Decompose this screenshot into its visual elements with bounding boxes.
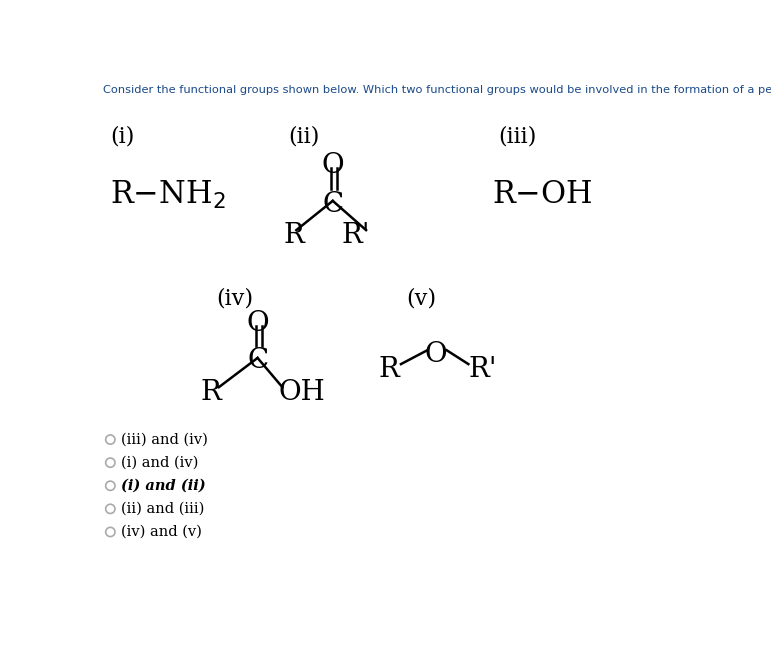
Text: O: O [246, 310, 269, 337]
Text: R': R' [468, 356, 497, 383]
Text: O: O [322, 152, 344, 180]
Text: R: R [200, 379, 221, 407]
Text: (ii): (ii) [288, 125, 320, 147]
Text: (iii): (iii) [498, 125, 536, 147]
Text: R': R' [342, 222, 370, 249]
Text: R: R [379, 356, 399, 383]
Text: (i) and (ii): (i) and (ii) [121, 478, 206, 493]
Text: R: R [284, 222, 305, 249]
Text: (v): (v) [406, 287, 436, 309]
Text: (ii) and (iii): (ii) and (iii) [121, 502, 204, 516]
Text: R$-$NH$_2$: R$-$NH$_2$ [110, 180, 226, 211]
Text: OH: OH [278, 379, 325, 407]
Text: (iv): (iv) [217, 287, 254, 309]
Text: C: C [322, 191, 343, 218]
Text: (iv) and (v): (iv) and (v) [121, 525, 202, 539]
Text: (i) and (iv): (i) and (iv) [121, 455, 199, 470]
Text: (i): (i) [110, 125, 135, 147]
Text: C: C [247, 347, 268, 374]
Text: (iii) and (iv): (iii) and (iv) [121, 432, 208, 447]
Text: O: O [425, 341, 447, 368]
Text: R$-$OH: R$-$OH [492, 180, 592, 211]
Text: Consider the functional groups shown below. Which two functional groups would be: Consider the functional groups shown bel… [103, 85, 771, 95]
